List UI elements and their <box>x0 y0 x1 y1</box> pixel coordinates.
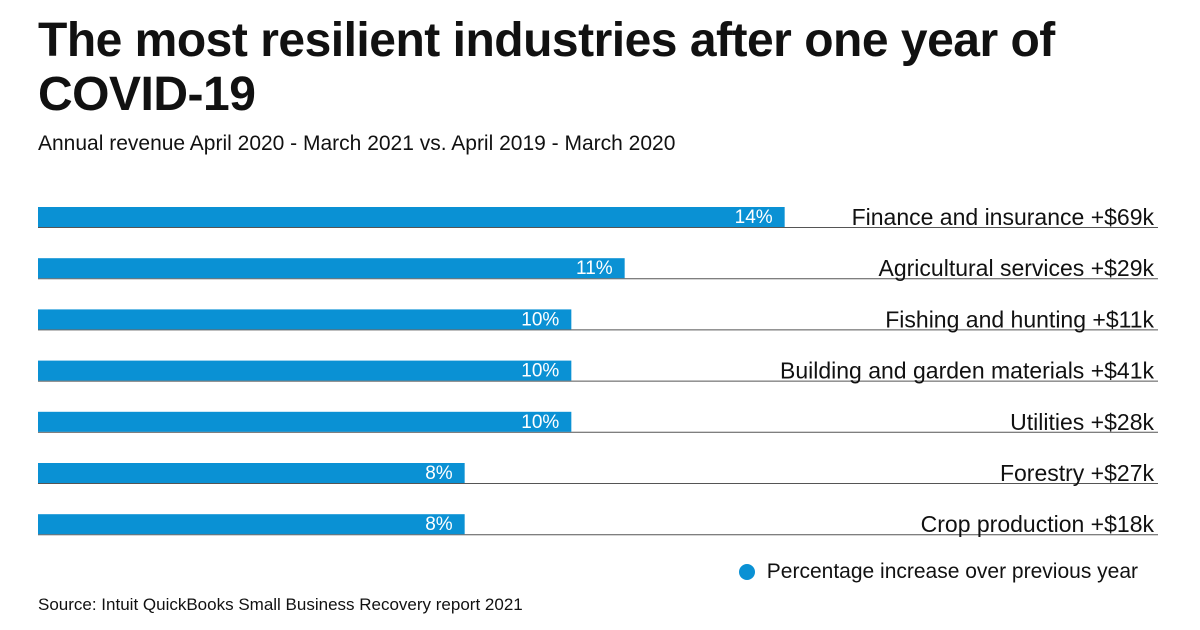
category-label: Finance and insurance +$69k <box>852 204 1155 230</box>
legend: Percentage increase over previous year <box>738 560 1138 584</box>
bar <box>38 411 572 432</box>
bar <box>38 360 572 381</box>
category-label: Forestry +$27k <box>1000 460 1155 486</box>
bar <box>38 207 785 227</box>
bar <box>38 514 465 535</box>
bar <box>38 258 625 279</box>
bar-value-label: 8% <box>425 463 453 484</box>
bar-value-label: 10% <box>521 309 559 330</box>
bar-value-label: 8% <box>425 514 453 535</box>
category-label: Agricultural services +$29k <box>879 255 1155 281</box>
bar-value-label: 14% <box>735 207 773 228</box>
chart-title: The most resilient industries after one … <box>38 14 1055 121</box>
bar <box>38 463 465 483</box>
category-label: Crop production +$18k <box>921 511 1155 537</box>
category-label: Fishing and hunting +$11k <box>885 306 1154 332</box>
legend-marker <box>738 564 755 580</box>
bar-value-label: 11% <box>576 258 613 279</box>
chart-subtitle: Annual revenue April 2020 - March 2021 v… <box>38 132 676 155</box>
bar-value-label: 10% <box>521 361 559 382</box>
category-label: Building and garden materials +$41k <box>780 358 1154 384</box>
category-label: Utilities +$28k <box>1010 409 1154 435</box>
bar <box>38 309 572 330</box>
legend-label: Percentage increase over previous year <box>766 560 1138 583</box>
bar-value-label: 10% <box>521 412 559 433</box>
source-note: Source: Intuit QuickBooks Small Business… <box>38 595 523 614</box>
bar-chart: 14% Finance and insurance +$69k 11% Agricul… <box>38 204 1158 537</box>
